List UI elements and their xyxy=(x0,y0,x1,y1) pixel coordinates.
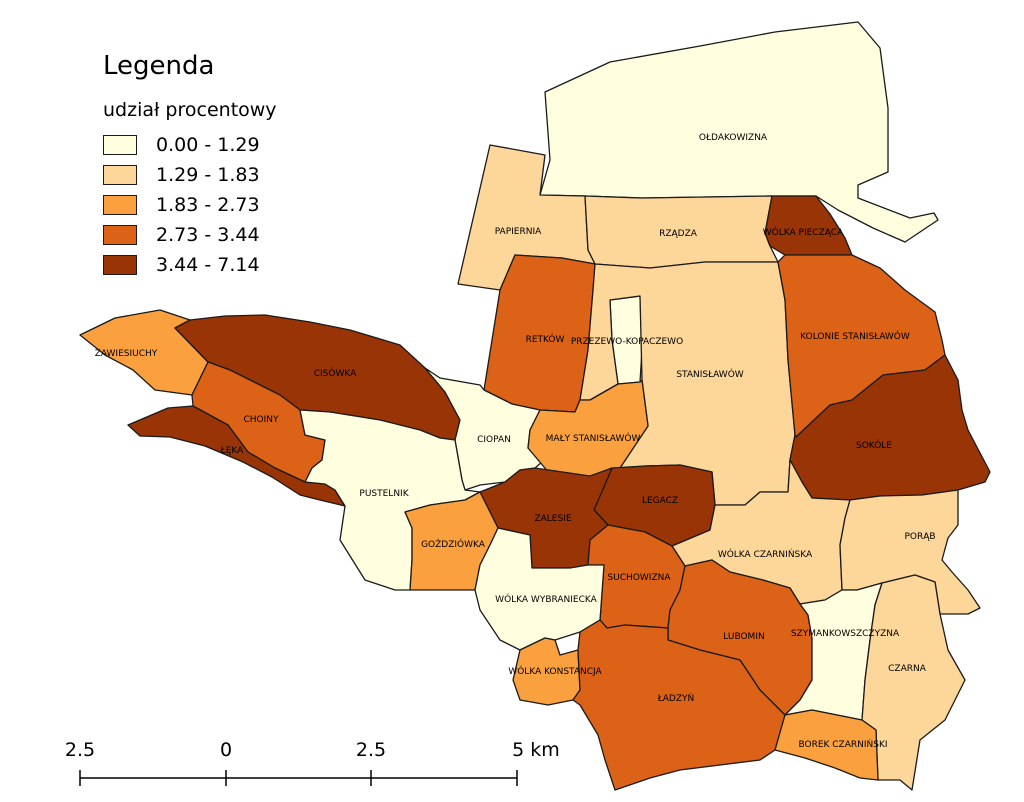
legend-item: 3.44 - 7.14 xyxy=(103,250,277,280)
region-label: WÓLKA PIECZĄCA xyxy=(763,226,844,238)
legend-label: 2.73 - 3.44 xyxy=(156,224,260,246)
region-label: PAPIERNIA xyxy=(495,227,542,237)
region-czarna xyxy=(861,574,966,791)
legend-item: 1.29 - 1.83 xyxy=(103,160,277,190)
region-label: CZARNA xyxy=(888,664,927,674)
legend-label: 1.29 - 1.83 xyxy=(156,164,260,186)
legend-label: 1.83 - 2.73 xyxy=(156,194,260,216)
region-label: ZAWIESIUCHY xyxy=(95,349,158,359)
region-label: PORĄB xyxy=(904,532,935,542)
region-label: GOŹDZIÓWKA xyxy=(421,538,486,550)
region-label: BOREK CZARNIŃSKI xyxy=(798,738,887,750)
region-label: LUBOMIN xyxy=(723,632,764,642)
legend-item: 0.00 - 1.29 xyxy=(103,130,277,160)
region-label: WÓLKA KONSTANCJA xyxy=(508,665,602,677)
legend-item: 2.73 - 3.44 xyxy=(103,220,277,250)
legend-item: 1.83 - 2.73 xyxy=(103,190,277,220)
region-label: SZYMANKOWSZCZYZNA xyxy=(791,629,900,639)
region-label: RETKÓW xyxy=(526,333,565,345)
legend-swatch xyxy=(103,255,137,275)
region-label: CISÓWKA xyxy=(314,367,357,379)
map-legend: Legenda udział procentowy 0.00 - 1.29 1.… xyxy=(103,50,277,280)
region-label: STANISŁAWÓW xyxy=(676,368,743,380)
region-label: OŁDAKOWIZNA xyxy=(699,133,768,143)
region-label: RZĄDZA xyxy=(659,229,698,239)
region-label: PUSTELNIK xyxy=(359,489,409,499)
legend-subtitle: udział procentowy xyxy=(103,99,277,121)
legend-swatch xyxy=(103,135,137,155)
scale-tick-label: 2.5 xyxy=(356,739,386,761)
region-label: MAŁY STANISŁAWÓW xyxy=(546,432,641,444)
region-label: WÓLKA CZARNIŃSKA xyxy=(718,548,813,560)
region-maly-stanislawow xyxy=(527,379,649,481)
legend-swatch xyxy=(103,195,137,215)
region-borek-czarninski xyxy=(774,709,879,781)
region-label: KOLONIE STANISŁAWÓW xyxy=(800,330,910,342)
legend-label: 3.44 - 7.14 xyxy=(156,254,260,276)
legend-swatch xyxy=(103,225,137,245)
legend-title: Legenda xyxy=(103,51,215,81)
region-label: SOKÓLE xyxy=(856,439,892,451)
scale-tick-label: 5 km xyxy=(512,739,560,761)
region-label: LEGACZ xyxy=(642,496,678,506)
region-ladzyn xyxy=(572,619,786,791)
region-label: CHOINY xyxy=(243,415,279,425)
scale-tick-label: 2.5 xyxy=(65,739,95,761)
legend-swatch xyxy=(103,165,137,185)
region-label: SUCHOWIZNA xyxy=(607,573,671,583)
scale-bar: 2.5 0 2.5 5 km xyxy=(65,739,560,786)
region-label: ZALESIE xyxy=(534,514,571,524)
legend-label: 0.00 - 1.29 xyxy=(156,134,260,156)
region-label: ŁĘKA xyxy=(220,446,244,456)
scale-tick-label: 0 xyxy=(220,739,232,761)
region-label: ŁADZYŃ xyxy=(657,692,695,704)
region-label: CIOPAN xyxy=(477,435,511,445)
region-label: PRZEZEWO-KOPACZEWO xyxy=(571,337,683,347)
region-label: WÓLKA WYBRANIECKA xyxy=(495,593,597,605)
